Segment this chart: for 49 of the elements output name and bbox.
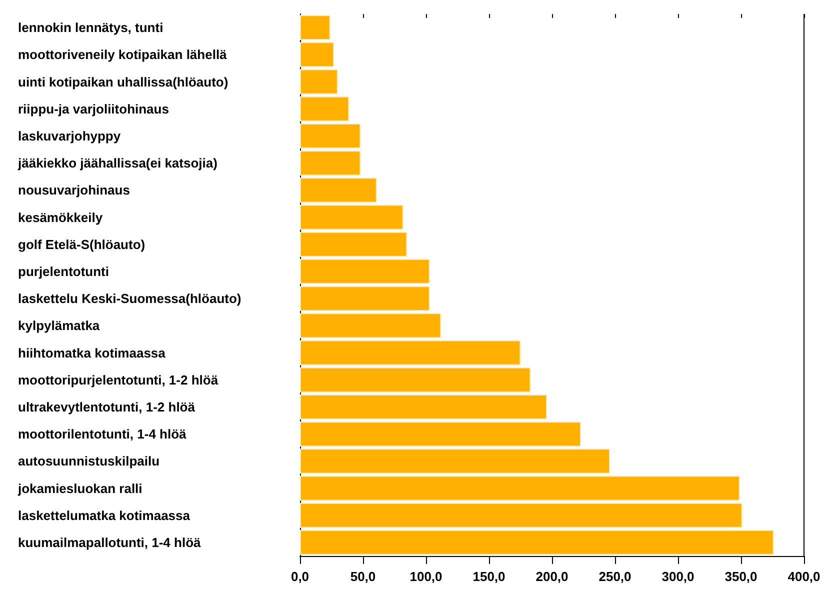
bar	[300, 530, 774, 555]
bar	[300, 448, 610, 474]
bar	[300, 313, 442, 338]
y-tick-label: laskettelu Keski-Suomessa(hlöauto)	[18, 291, 242, 306]
y-tick-label: kuumailmapallotunti, 1-4 hlöä	[18, 534, 202, 550]
y-tick-label: nousuvarjohinaus	[18, 182, 130, 198]
bar	[300, 42, 334, 68]
y-tick-label: laskettelumatka kotimaassa	[18, 508, 191, 523]
bar	[300, 476, 740, 501]
bar	[300, 232, 408, 257]
x-tick-label: 50,0	[350, 569, 376, 584]
bar	[300, 96, 350, 122]
bar	[300, 15, 330, 40]
x-tick-label: 150,0	[472, 569, 506, 584]
y-tick-label: lennokin lennätys, tunti	[18, 20, 164, 36]
y-tick-label: kylpylämatka	[18, 318, 100, 334]
x-tick-label: 350,0	[724, 569, 758, 584]
y-tick-label: golf Etelä-S(hlöauto)	[18, 236, 146, 252]
bar	[300, 150, 360, 176]
bar	[300, 123, 360, 148]
bar	[300, 258, 430, 284]
bar	[300, 204, 404, 230]
y-tick-label: jääkiekko jäähallissa(ei katsojia)	[17, 156, 218, 171]
bar	[300, 502, 742, 528]
y-tick-label: autosuunnistuskilpailu	[18, 454, 160, 469]
bar	[300, 367, 531, 392]
x-tick-label: 100,0	[410, 569, 442, 584]
y-tick-label: moottoriveneily kotipaikan lähellä	[18, 47, 228, 62]
y-tick-label: ultrakevytlentotunti, 1-2 hlöä	[18, 399, 196, 414]
y-tick-label: riippu-ja varjoliitohinaus	[18, 101, 169, 116]
x-tick-label: 200,0	[536, 569, 568, 584]
bar	[300, 340, 520, 366]
bar	[300, 69, 338, 94]
y-tick-label: kesämökkeily	[18, 210, 104, 225]
x-tick-label: 300,0	[662, 569, 694, 584]
bar	[300, 286, 430, 312]
bar	[300, 178, 377, 203]
x-tick-label: 250,0	[598, 569, 632, 584]
y-tick-label: moottorilentotunti, 1-4 hlöä	[18, 426, 188, 442]
y-tick-label: purjelentotunti	[18, 264, 109, 279]
bar	[300, 422, 581, 447]
y-tick-label: moottoripurjelentotunti, 1-2 hlöä	[18, 372, 219, 388]
y-tick-label: hiihtomatka kotimaassa	[18, 345, 166, 360]
y-tick-label: jokamiesluokan ralli	[17, 480, 142, 496]
y-tick-label: laskuvarjohyppy	[18, 128, 122, 144]
bar	[300, 394, 547, 420]
x-tick-label: 0,0	[290, 569, 310, 584]
y-tick-label: uinti kotipaikan uhallissa(hlöauto)	[18, 74, 228, 90]
x-tick-label: 400,0	[788, 569, 820, 584]
